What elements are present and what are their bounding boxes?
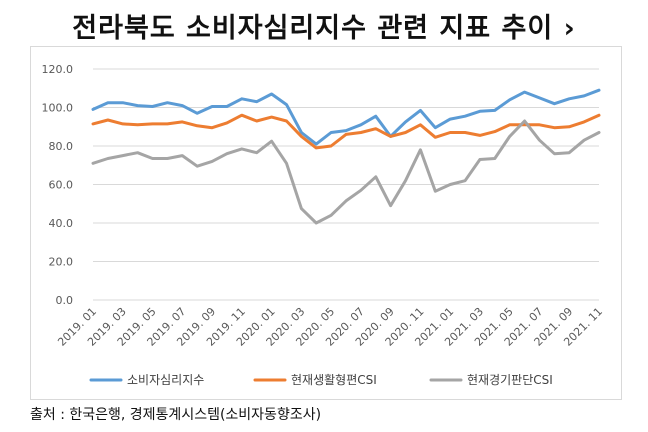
y-tick-label: 0.0: [56, 294, 74, 307]
y-tick-label: 20.0: [49, 256, 74, 269]
legend-label: 현재생활형편CSI: [291, 373, 377, 387]
gridlines: [93, 68, 599, 301]
chart-area: 0.0 20.0 40.0 60.0 80.0 100.0 120.0 2019. 01 20…: [30, 46, 622, 400]
series-lines: [91, 88, 601, 225]
legend: 소비자심리지수 현재생활형편CSI 현재경기판단CSI: [89, 373, 553, 387]
y-tick-label: 100.0: [42, 102, 74, 115]
line-chart: 0.0 20.0 40.0 60.0 80.0 100.0 120.0 2019. 0120…: [42, 63, 606, 387]
legend-label: 현재경기판단CSI: [467, 373, 553, 387]
y-tick-label: 120.0: [42, 63, 74, 76]
series-line-3: [91, 119, 601, 225]
y-tick-label: 40.0: [49, 217, 74, 230]
series-line-1: [91, 88, 601, 146]
series-line-2: [91, 113, 601, 150]
y-tick-label: 60.0: [49, 179, 74, 192]
y-tick-label: 80.0: [49, 140, 74, 153]
y-axis-ticks: 0.0 20.0 40.0 60.0 80.0 100.0 120.0: [42, 63, 74, 307]
source-note: 출처 : 한국은행, 경제통계시스템(소비자동향조사): [30, 407, 322, 423]
legend-label: 소비자심리지수: [127, 373, 204, 387]
chart-title: 전라북도 소비자심리지수 관련 지표 추이 ›: [72, 13, 576, 44]
